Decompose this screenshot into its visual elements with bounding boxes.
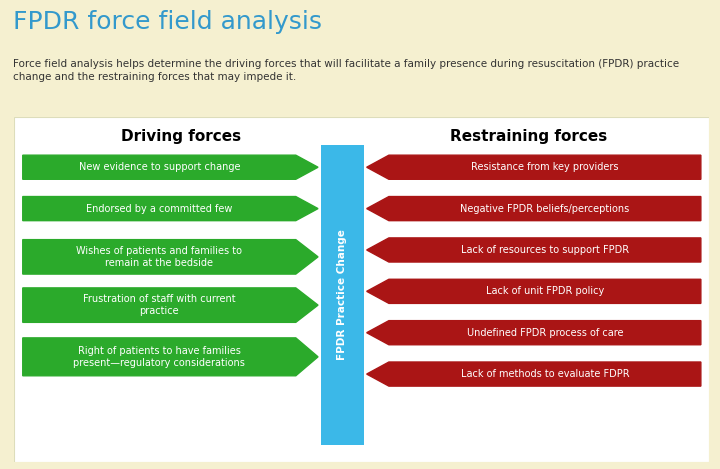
- Text: Resistance from key providers: Resistance from key providers: [471, 162, 618, 172]
- Text: Restraining forces: Restraining forces: [450, 129, 607, 144]
- Text: Lack of resources to support FPDR: Lack of resources to support FPDR: [461, 245, 629, 255]
- Polygon shape: [366, 362, 701, 386]
- Polygon shape: [366, 155, 701, 179]
- Polygon shape: [366, 279, 701, 303]
- Text: Undefined FPDR process of care: Undefined FPDR process of care: [467, 328, 623, 338]
- FancyBboxPatch shape: [14, 117, 709, 462]
- Text: Right of patients to have families
present—regulatory considerations: Right of patients to have families prese…: [73, 346, 246, 368]
- Polygon shape: [23, 155, 318, 179]
- Text: Lack of methods to evaluate FDPR: Lack of methods to evaluate FDPR: [461, 369, 629, 379]
- Text: New evidence to support change: New evidence to support change: [78, 162, 240, 172]
- Polygon shape: [23, 288, 318, 322]
- Text: Driving forces: Driving forces: [121, 129, 241, 144]
- Text: Force field analysis helps determine the driving forces that will facilitate a f: Force field analysis helps determine the…: [13, 59, 679, 82]
- Text: Negative FPDR beliefs/perceptions: Negative FPDR beliefs/perceptions: [460, 204, 629, 213]
- Text: Endorsed by a committed few: Endorsed by a committed few: [86, 204, 233, 213]
- Polygon shape: [23, 197, 318, 221]
- Text: Wishes of patients and families to
remain at the bedside: Wishes of patients and families to remai…: [76, 246, 242, 268]
- Text: Lack of unit FPDR policy: Lack of unit FPDR policy: [486, 287, 604, 296]
- Polygon shape: [366, 197, 701, 221]
- Polygon shape: [366, 321, 701, 345]
- Text: FPDR force field analysis: FPDR force field analysis: [13, 10, 322, 34]
- FancyBboxPatch shape: [321, 145, 364, 445]
- Polygon shape: [23, 240, 318, 274]
- Polygon shape: [23, 338, 318, 376]
- Polygon shape: [366, 238, 701, 262]
- Text: FPDR Practice Change: FPDR Practice Change: [338, 229, 347, 360]
- Text: Frustration of staff with current
practice: Frustration of staff with current practi…: [83, 294, 235, 316]
